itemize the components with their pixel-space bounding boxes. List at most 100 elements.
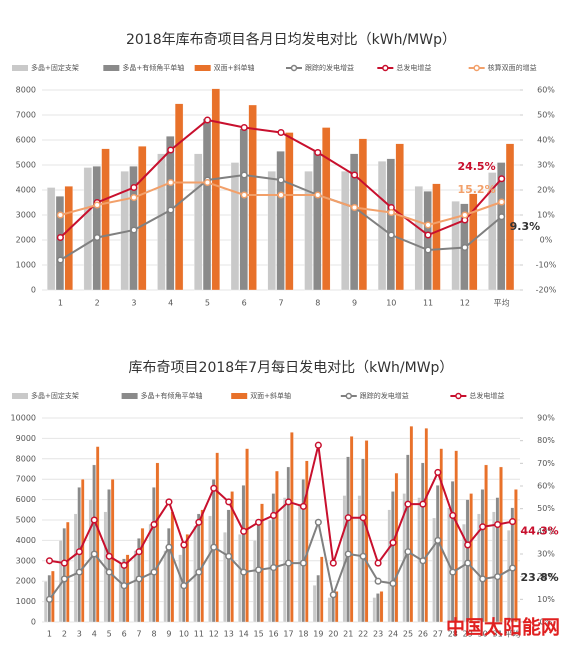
bar xyxy=(492,511,496,623)
line-point xyxy=(60,575,68,583)
bar xyxy=(118,562,123,623)
line-point xyxy=(225,498,233,506)
line-point xyxy=(359,552,367,560)
x-tick-label: 3 xyxy=(131,299,136,308)
bar xyxy=(346,456,350,623)
y-tick-label: 5000 xyxy=(16,516,36,525)
legend-swatch xyxy=(12,65,28,71)
x-tick-label: 10 xyxy=(179,630,189,639)
value-label: 44.3% xyxy=(521,525,559,538)
y2-tick-label: 10% xyxy=(537,211,555,220)
line-point xyxy=(203,116,212,124)
line-point xyxy=(240,527,248,535)
line-point xyxy=(461,211,469,219)
line-point xyxy=(419,500,427,508)
line-point xyxy=(240,171,248,179)
x-tick-label: 31 xyxy=(493,630,503,639)
bar xyxy=(83,167,93,291)
y2-tick-label: 50% xyxy=(537,504,555,513)
bar xyxy=(157,153,166,291)
legend-label: 跟踪的发电增益 xyxy=(360,391,409,400)
line-point xyxy=(167,146,175,154)
legend-label: 多晶+有倾角平单轴 xyxy=(141,391,203,400)
y-tick-label: 7000 xyxy=(16,111,36,120)
bar xyxy=(450,481,455,623)
legend-swatch xyxy=(345,392,353,400)
bar xyxy=(495,497,500,623)
x-tick-label: 9 xyxy=(352,299,357,308)
line-point xyxy=(75,568,83,576)
line-point xyxy=(277,191,285,199)
line-point xyxy=(359,514,367,522)
y2-tick-label: 40% xyxy=(537,136,555,145)
x-tick-label: 12 xyxy=(209,630,219,639)
line-point xyxy=(350,171,359,179)
bar xyxy=(316,574,320,623)
bar xyxy=(73,513,78,623)
bar xyxy=(331,595,335,623)
bar xyxy=(245,448,249,623)
bar xyxy=(379,591,384,623)
line-point xyxy=(93,201,101,209)
line-point xyxy=(203,178,212,187)
bar xyxy=(414,186,423,291)
legend-swatch xyxy=(12,393,28,399)
chart-title: 库布奇项目2018年7月每日发电对比（kWh/MWp） xyxy=(129,359,454,376)
legend-label: 核算双面的增益 xyxy=(488,63,537,72)
x-tick-label: 3 xyxy=(77,630,82,639)
y2-tick-label: 20% xyxy=(537,186,555,195)
bar xyxy=(271,493,276,623)
line-point xyxy=(225,552,233,560)
line-point xyxy=(424,221,432,229)
value-label: 24.5% xyxy=(457,160,495,173)
watermark: 中国太阳能网 xyxy=(446,616,560,639)
line-point xyxy=(494,573,502,581)
bar xyxy=(268,519,272,623)
line-point xyxy=(165,543,173,551)
bar xyxy=(92,166,101,291)
bar xyxy=(267,171,276,291)
line-point xyxy=(299,559,307,567)
y-tick-label: 2000 xyxy=(16,236,36,245)
x-tick-label: 23 xyxy=(373,630,383,639)
y-tick-label: 4000 xyxy=(16,536,36,545)
line-point xyxy=(424,246,432,254)
y2-tick-label: 10% xyxy=(537,595,555,604)
bar xyxy=(276,151,285,291)
x-tick-label: 2 xyxy=(95,299,100,308)
bar xyxy=(140,528,145,623)
y2-tick-label: 60% xyxy=(537,482,555,491)
x-tick-label: 8 xyxy=(151,630,156,639)
bar xyxy=(334,591,339,623)
line-point xyxy=(135,575,143,583)
y2-tick-label: 50% xyxy=(537,111,555,120)
x-tick-label: 26 xyxy=(418,630,428,639)
line-point xyxy=(240,191,248,199)
bar xyxy=(432,183,441,291)
bar xyxy=(497,162,506,291)
value-label: 15.2% xyxy=(457,183,495,196)
bar xyxy=(208,515,212,623)
y2-tick-label: 20% xyxy=(537,572,555,581)
x-tick-label: 8 xyxy=(315,299,320,308)
bar xyxy=(469,493,473,623)
bar xyxy=(55,196,65,291)
bar xyxy=(376,593,380,623)
y-tick-label: 5000 xyxy=(16,161,36,170)
line-point xyxy=(498,213,506,221)
line-point xyxy=(329,559,337,567)
line-point xyxy=(350,203,359,212)
bar xyxy=(223,532,227,623)
line-point xyxy=(508,564,517,572)
x-tick-label: 27 xyxy=(433,630,443,639)
bar xyxy=(282,497,287,623)
y-tick-label: 0 xyxy=(31,618,36,627)
line-point xyxy=(105,552,113,560)
line-point xyxy=(387,208,395,217)
x-tick-label: 7 xyxy=(278,299,283,308)
y-tick-label: 9000 xyxy=(16,434,36,443)
bar xyxy=(122,558,126,623)
y-tick-label: 1000 xyxy=(16,261,36,270)
line-point xyxy=(508,518,517,526)
y2-tick-label: 80% xyxy=(537,436,555,445)
